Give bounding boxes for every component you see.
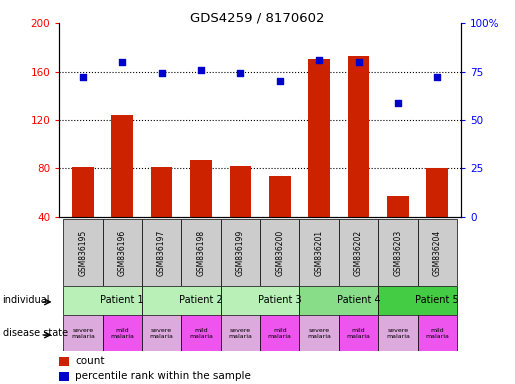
Text: mild
malaria: mild malaria: [425, 328, 449, 339]
Bar: [221, 315, 260, 351]
Bar: [63, 286, 142, 315]
Point: [236, 70, 245, 76]
Point: [118, 59, 126, 65]
Text: disease state: disease state: [3, 328, 67, 338]
Bar: [426, 169, 448, 265]
Bar: [230, 166, 251, 265]
Text: individual: individual: [3, 295, 50, 306]
Bar: [151, 167, 173, 265]
Text: GSM836200: GSM836200: [275, 229, 284, 276]
Bar: [181, 219, 221, 286]
Point: [315, 57, 323, 63]
Text: mild
malaria: mild malaria: [347, 328, 370, 339]
Bar: [142, 286, 221, 315]
Text: Patient 3: Patient 3: [258, 295, 302, 306]
Point: [433, 74, 441, 80]
Text: GSM836196: GSM836196: [118, 229, 127, 276]
Text: GSM836204: GSM836204: [433, 229, 442, 276]
Bar: [142, 219, 181, 286]
Text: severe
malaria: severe malaria: [150, 328, 174, 339]
Bar: [378, 315, 418, 351]
Bar: [269, 176, 290, 265]
Bar: [378, 286, 457, 315]
Text: mild
malaria: mild malaria: [189, 328, 213, 339]
Bar: [72, 167, 94, 265]
Bar: [181, 315, 221, 351]
Text: GSM836198: GSM836198: [197, 229, 205, 276]
Bar: [111, 115, 133, 265]
Bar: [260, 219, 299, 286]
Text: Patient 2: Patient 2: [179, 295, 223, 306]
Bar: [59, 357, 69, 366]
Text: GSM836201: GSM836201: [315, 229, 323, 276]
Bar: [308, 60, 330, 265]
Bar: [63, 219, 102, 286]
Bar: [378, 219, 418, 286]
Text: severe
malaria: severe malaria: [307, 328, 331, 339]
Text: GDS4259 / 8170602: GDS4259 / 8170602: [190, 12, 325, 25]
Bar: [260, 315, 299, 351]
Text: GSM836202: GSM836202: [354, 229, 363, 276]
Bar: [63, 315, 102, 351]
Text: Patient 4: Patient 4: [337, 295, 381, 306]
Bar: [418, 315, 457, 351]
Bar: [339, 315, 378, 351]
Bar: [299, 219, 339, 286]
Text: mild
malaria: mild malaria: [110, 328, 134, 339]
Text: severe
malaria: severe malaria: [386, 328, 410, 339]
Bar: [190, 160, 212, 265]
Text: GSM836195: GSM836195: [78, 229, 88, 276]
Point: [276, 78, 284, 84]
Text: percentile rank within the sample: percentile rank within the sample: [75, 371, 251, 381]
Text: GSM836197: GSM836197: [157, 229, 166, 276]
Bar: [299, 286, 378, 315]
Bar: [348, 56, 369, 265]
Bar: [102, 219, 142, 286]
Bar: [59, 372, 69, 381]
Text: mild
malaria: mild malaria: [268, 328, 291, 339]
Text: count: count: [75, 356, 105, 366]
Point: [197, 66, 205, 73]
Point: [158, 70, 166, 76]
Bar: [339, 219, 378, 286]
Bar: [142, 315, 181, 351]
Bar: [418, 219, 457, 286]
Text: Patient 1: Patient 1: [100, 295, 144, 306]
Text: GSM836199: GSM836199: [236, 229, 245, 276]
Point: [79, 74, 87, 80]
Bar: [387, 196, 409, 265]
Point: [394, 99, 402, 106]
Text: GSM836203: GSM836203: [393, 229, 402, 276]
Text: severe
malaria: severe malaria: [229, 328, 252, 339]
Bar: [299, 315, 339, 351]
Text: severe
malaria: severe malaria: [71, 328, 95, 339]
Bar: [102, 315, 142, 351]
Point: [354, 59, 363, 65]
Text: Patient 5: Patient 5: [416, 295, 459, 306]
Bar: [221, 219, 260, 286]
Bar: [221, 286, 299, 315]
